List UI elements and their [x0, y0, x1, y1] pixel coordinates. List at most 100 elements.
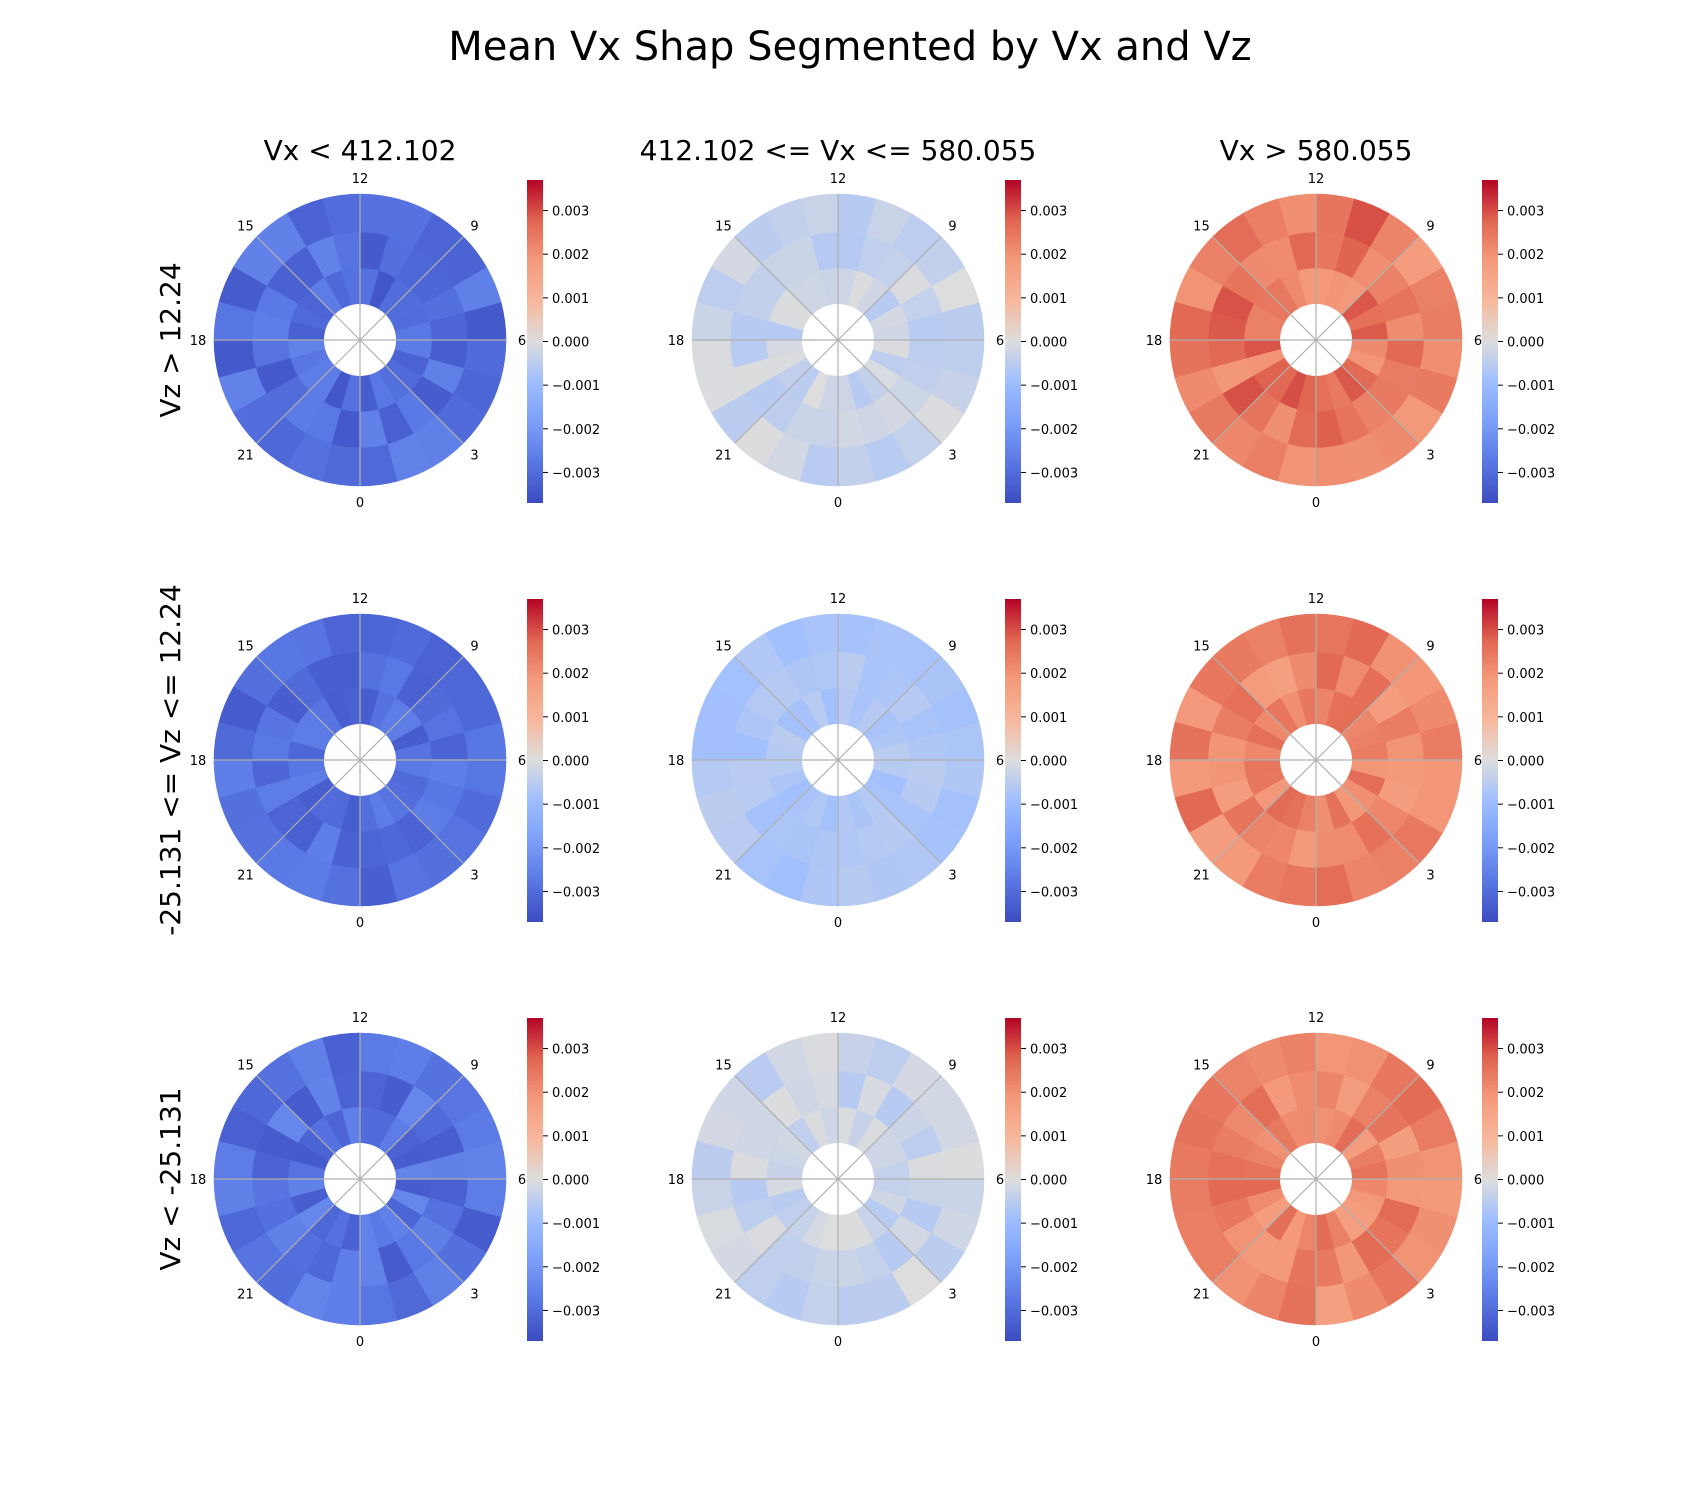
colorbar: [1482, 1018, 1498, 1341]
colorbar-tick-label: 0.000: [1030, 755, 1067, 770]
radial-gridline: [1315, 1178, 1420, 1283]
angular-tick-label: 6: [518, 1173, 526, 1188]
colorbar-tick-label: 0.001: [1030, 292, 1067, 307]
polar-panel: 0 3 6 9 12 15 18 21 0.003 0.002 0.001 0.000 −0.001 −0…: [190, 592, 600, 931]
angular-tick-label: 12: [1308, 592, 1325, 607]
colorbar-tick-label: 0.000: [1030, 1174, 1067, 1189]
angular-tick-label: 18: [1146, 1173, 1163, 1188]
angular-tick-label: 18: [668, 334, 685, 349]
colorbar-tick-label: −0.002: [1507, 423, 1555, 438]
colorbar-tick-label: 0.000: [1507, 336, 1544, 351]
radial-gridline: [1315, 236, 1420, 341]
angular-tick-label: 12: [1308, 1011, 1325, 1026]
angular-tick-label: 6: [1474, 754, 1482, 769]
colorbar-tick-label: 0.003: [1030, 624, 1067, 639]
radial-gridline: [837, 1178, 942, 1283]
angular-tick-label: 12: [830, 172, 847, 187]
colorbar-tick-label: 0.000: [552, 755, 589, 770]
polar-panel: 0 3 6 9 12 15 18 21 0.003 0.002 0.001 0.000 −0.001 −0…: [1146, 592, 1555, 931]
colorbar-tick-label: −0.002: [552, 1261, 600, 1276]
colorbar-tick-label: 0.001: [552, 292, 589, 307]
angular-tick-label: 9: [1426, 639, 1434, 654]
colorbar-tick-label: −0.001: [552, 798, 600, 813]
angular-tick-label: 6: [996, 334, 1004, 349]
colorbar-tick-label: 0.001: [1507, 292, 1544, 307]
angular-tick-label: 0: [356, 496, 364, 511]
angular-tick-label: 15: [237, 219, 254, 234]
radial-gridline: [1212, 656, 1317, 761]
colorbar-tick-label: 0.001: [1030, 1130, 1067, 1145]
angular-tick-label: 21: [715, 869, 732, 884]
colorbar-tick-label: −0.001: [1030, 379, 1078, 394]
radial-gridline: [359, 339, 464, 444]
colorbar-tick-label: −0.003: [1507, 1304, 1555, 1319]
radial-gridline: [256, 759, 361, 864]
colorbar-tick-label: −0.002: [1030, 842, 1078, 857]
radial-gridline: [256, 236, 361, 341]
angular-tick-label: 9: [1426, 219, 1434, 234]
angular-tick-label: 15: [715, 219, 732, 234]
angular-tick-label: 18: [668, 754, 685, 769]
angular-tick-label: 3: [470, 1288, 478, 1303]
colorbar-tick-label: 0.003: [1030, 205, 1067, 220]
radial-gridline: [837, 236, 942, 341]
angular-tick-label: 18: [1146, 754, 1163, 769]
polar-panel: 0 3 6 9 12 15 18 21 0.003 0.002 0.001 0.000 −0.001 −0…: [1146, 1011, 1555, 1350]
colorbar-tick-label: −0.002: [1507, 842, 1555, 857]
radial-gridline: [837, 1075, 942, 1180]
colorbar-tick-label: −0.002: [1507, 1261, 1555, 1276]
radial-gridline: [1212, 1178, 1317, 1283]
angular-tick-label: 21: [237, 1288, 254, 1303]
angular-tick-label: 3: [948, 869, 956, 884]
colorbar-tick-label: 0.003: [1507, 1043, 1544, 1058]
colorbar-tick-label: 0.003: [552, 1043, 589, 1058]
angular-tick-label: 3: [470, 449, 478, 464]
angular-tick-label: 12: [352, 172, 369, 187]
column-title: 412.102 <= Vx <= 580.055: [640, 134, 1037, 167]
colorbar-tick-label: 0.003: [1030, 1043, 1067, 1058]
angular-tick-label: 6: [518, 754, 526, 769]
colorbar: [1005, 180, 1021, 503]
colorbar-tick-label: 0.002: [1030, 667, 1067, 682]
angular-tick-label: 6: [1474, 1173, 1482, 1188]
colorbar: [527, 1018, 543, 1341]
colorbar-tick-label: 0.002: [1030, 248, 1067, 263]
angular-tick-label: 6: [996, 754, 1004, 769]
angular-tick-label: 12: [352, 1011, 369, 1026]
colorbar-tick-label: −0.001: [1507, 798, 1555, 813]
radial-gridline: [734, 1178, 839, 1283]
colorbar-tick-label: −0.002: [552, 842, 600, 857]
angular-tick-label: 0: [356, 1335, 364, 1350]
colorbar-tick-label: 0.001: [1507, 711, 1544, 726]
angular-tick-label: 18: [668, 1173, 685, 1188]
polar-panel: 0 3 6 9 12 15 18 21 0.003 0.002 0.001 0.000 −0.001 −0…: [668, 1011, 1078, 1350]
polar-panel: 0 3 6 9 12 15 18 21 0.003 0.002 0.001 0.000 −0.001 −0…: [1146, 172, 1555, 511]
polar-panel: 0 3 6 9 12 15 18 21 0.003 0.002 0.001 0.000 −0.001 −0…: [190, 172, 600, 511]
colorbar-tick-label: −0.002: [1030, 423, 1078, 438]
colorbar-tick-label: 0.003: [552, 624, 589, 639]
colorbar-tick-label: 0.001: [1507, 1130, 1544, 1145]
colorbar-tick-label: −0.003: [1507, 466, 1555, 481]
colorbar: [1482, 599, 1498, 922]
colorbar-tick-label: 0.001: [1030, 711, 1067, 726]
figure-title: Mean Vx Shap Segmented by Vx and Vz: [448, 24, 1251, 70]
angular-tick-label: 18: [190, 1173, 207, 1188]
colorbar: [1482, 180, 1498, 503]
colorbar-tick-label: −0.002: [552, 423, 600, 438]
angular-tick-label: 3: [948, 449, 956, 464]
angular-tick-label: 6: [518, 334, 526, 349]
colorbar-tick-label: −0.001: [1030, 1217, 1078, 1232]
angular-tick-label: 3: [948, 1288, 956, 1303]
colorbar-tick-label: −0.003: [552, 885, 600, 900]
colorbar-tick-label: 0.002: [1507, 248, 1544, 263]
row-title: Vz < -25.131: [154, 1087, 187, 1270]
row-title: -25.131 <= Vz <= 12.24: [154, 584, 187, 936]
radial-gridline: [734, 656, 839, 761]
angular-tick-label: 21: [237, 449, 254, 464]
angular-tick-label: 12: [830, 592, 847, 607]
angular-tick-label: 3: [1426, 1288, 1434, 1303]
colorbar-tick-label: 0.002: [552, 248, 589, 263]
radial-gridline: [359, 1178, 464, 1283]
angular-tick-label: 21: [715, 449, 732, 464]
colorbar-tick-label: 0.002: [1030, 1086, 1067, 1101]
